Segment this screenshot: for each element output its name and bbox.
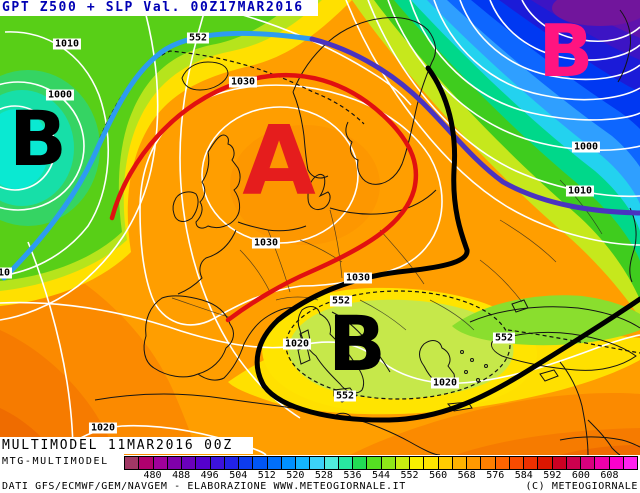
credits-row: DATI GFS/ECMWF/GEM/NAVGEM - ELABORAZIONE… <box>0 481 640 493</box>
color-scale-cell <box>481 457 496 469</box>
color-scale-cell <box>381 457 396 469</box>
color-scale-cell <box>395 457 410 469</box>
color-scale-cell <box>609 457 624 469</box>
credits-left: DATI GFS/ECMWF/GEM/NAVGEM - ELABORAZIONE… <box>2 481 406 492</box>
color-scale-cell <box>196 457 211 469</box>
color-scale-cell <box>438 457 453 469</box>
color-scale-cell <box>566 457 581 469</box>
color-scale-cell <box>125 457 140 469</box>
color-scale-tick: 600 <box>571 470 590 481</box>
color-scale-tick: 568 <box>457 470 476 481</box>
color-scale-cell <box>324 457 339 469</box>
color-scale-tick: 544 <box>371 470 391 481</box>
color-scale-cell <box>367 457 382 469</box>
map-title: GPT Z500 + SLP Val. 00Z17MAR2016 <box>0 0 318 16</box>
color-scale-cell <box>581 457 596 469</box>
color-scale-cell <box>139 457 154 469</box>
color-scale-cell <box>296 457 311 469</box>
trough-black-line <box>254 65 640 423</box>
jet-purple-line <box>309 36 640 216</box>
z500-color-field <box>0 0 640 455</box>
color-scale-cell <box>495 457 510 469</box>
color-scale-cell <box>509 457 524 469</box>
jet-blue-line <box>1 30 315 281</box>
color-scale-cell <box>424 457 439 469</box>
color-scale-tick: 592 <box>543 470 562 481</box>
color-scale-cell <box>524 457 539 469</box>
color-scale-cell <box>353 457 368 469</box>
color-scale-cell <box>210 457 225 469</box>
color-scale-cell <box>224 457 239 469</box>
color-scale-cell <box>623 457 637 469</box>
weather-map <box>0 0 640 455</box>
color-scale-tick: 552 <box>400 470 419 481</box>
color-scale-cell <box>595 457 610 469</box>
color-scale-tick: 504 <box>229 470 248 481</box>
color-scale-cell <box>538 457 553 469</box>
color-scale-tick: 488 <box>172 470 191 481</box>
color-scale-tick: 560 <box>429 470 448 481</box>
color-scale-cell <box>552 457 567 469</box>
color-scale-cell <box>410 457 425 469</box>
color-scale-tick: 496 <box>200 470 219 481</box>
color-scale-tick: 608 <box>600 470 619 481</box>
color-scale-ticks: 480 488 496 504 512 520 528 536 544 552 560 568 576 5… <box>124 470 638 481</box>
color-scale-tick: 512 <box>257 470 276 481</box>
color-scale <box>124 456 638 470</box>
color-scale-tick: 480 <box>143 470 162 481</box>
color-scale-cell <box>267 457 282 469</box>
color-scale-tick: 520 <box>286 470 305 481</box>
color-scale-cell <box>281 457 296 469</box>
color-scale-tick: 576 <box>486 470 505 481</box>
color-scale-cell <box>310 457 325 469</box>
color-scale-cell <box>338 457 353 469</box>
color-scale-cell <box>253 457 268 469</box>
color-scale-cell <box>153 457 168 469</box>
color-scale-tick: 528 <box>314 470 333 481</box>
color-scale-cell <box>182 457 197 469</box>
color-scale-cell <box>467 457 482 469</box>
color-scale-cell <box>452 457 467 469</box>
model-run-label: MULTIMODEL 11MAR2016 00Z <box>0 437 253 454</box>
color-scale-cell <box>167 457 182 469</box>
color-scale-tick: 536 <box>343 470 362 481</box>
color-scale-cell <box>239 457 254 469</box>
color-scale-tick: 584 <box>514 470 533 481</box>
brand-label: MTG-MULTIMODEL <box>0 454 124 469</box>
ridge-red-line <box>109 72 419 323</box>
credits-right: (C) METEOGIORNALE <box>525 481 638 492</box>
